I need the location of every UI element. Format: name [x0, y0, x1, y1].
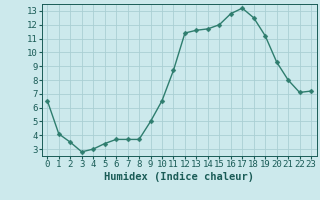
X-axis label: Humidex (Indice chaleur): Humidex (Indice chaleur) — [104, 172, 254, 182]
